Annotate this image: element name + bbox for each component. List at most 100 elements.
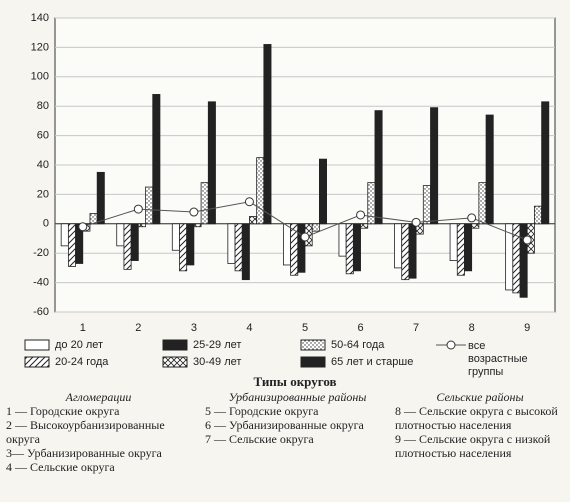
bar	[227, 223, 236, 264]
x-tick-label: 4	[246, 322, 252, 334]
bar	[130, 223, 139, 261]
bar	[338, 223, 347, 257]
legend-label: 30-49 лет	[193, 356, 241, 368]
bar	[519, 223, 528, 298]
bar	[345, 223, 354, 275]
notes-item: 3— Урбанизированные округа	[6, 446, 162, 460]
notes-item: 2 — Высокоурбанизированные округа	[6, 418, 165, 446]
bar	[485, 114, 494, 225]
bar	[67, 223, 76, 267]
notes-item: 6 — Урбанизированные округа	[205, 418, 364, 432]
bar	[534, 205, 543, 225]
bar	[152, 94, 161, 225]
notes-heading: Урбанизированные районы	[228, 390, 367, 404]
bar	[207, 101, 216, 225]
bar	[394, 223, 403, 269]
bar	[145, 186, 154, 225]
y-tick-label: 140	[31, 12, 49, 24]
y-tick-label: 0	[43, 218, 49, 230]
legend-label: все возрастные группы	[468, 340, 528, 378]
y-tick-label: -60	[33, 306, 49, 318]
bar	[408, 223, 417, 279]
x-tick-label: 7	[413, 322, 419, 334]
bar	[241, 223, 250, 281]
point	[356, 210, 366, 220]
legend-swatch	[162, 339, 188, 351]
x-tick-label: 8	[469, 322, 475, 334]
bar	[282, 223, 291, 266]
bar	[96, 171, 105, 225]
legend-swatch	[162, 356, 188, 368]
y-tick-label: 20	[37, 188, 49, 200]
point	[411, 217, 421, 227]
bar	[137, 223, 146, 228]
bar	[352, 223, 361, 272]
bar	[464, 223, 473, 272]
notes-item: 5 — Городские округа	[205, 404, 319, 418]
bar	[311, 223, 320, 232]
point	[244, 197, 254, 207]
x-tick-label: 5	[302, 322, 308, 334]
point	[78, 222, 88, 232]
bar	[193, 223, 202, 228]
bar	[75, 223, 84, 264]
y-tick-label: 100	[31, 71, 49, 83]
bar	[471, 223, 480, 229]
bar	[179, 223, 188, 272]
x-tick-label: 2	[135, 322, 141, 334]
legend-swatch	[300, 356, 326, 368]
notes-title: Типы округов	[253, 374, 337, 389]
bar	[360, 223, 369, 229]
legend-label: 50-64 года	[331, 339, 385, 351]
bar	[171, 223, 180, 251]
legend-swatch	[24, 356, 50, 368]
bar	[318, 158, 327, 225]
y-tick-label: -20	[33, 247, 49, 259]
bar	[401, 223, 410, 281]
bar	[60, 223, 69, 247]
notes-item: 9 — Сельские округа с низкой плотностью …	[395, 432, 551, 460]
point	[189, 207, 199, 217]
legend-label: до 20 лет	[55, 339, 103, 351]
bar	[541, 101, 550, 225]
bar	[234, 223, 243, 272]
bar	[256, 157, 265, 225]
bar	[249, 216, 258, 225]
x-tick-label: 1	[80, 322, 86, 334]
notes-item: 7 — Сельские округа	[205, 432, 314, 446]
notes-item: 8 — Сельские округа с высокой плотностью…	[395, 404, 558, 432]
point	[300, 232, 310, 242]
y-tick-label: 120	[31, 41, 49, 53]
notes-item: 1 — Городские округа	[6, 404, 120, 418]
point	[467, 213, 477, 223]
bar	[456, 223, 465, 276]
chart: -60 -40 -20 0 20 40 60 80 100 120 140 1 2 3 4 5 6 7 8 9 до 2…	[24, 12, 556, 368]
x-tick-label: 9	[524, 322, 530, 334]
notes-column: Урбанизированные районы 5 — Городские окр…	[205, 390, 390, 446]
notes-heading: Сельские районы	[436, 390, 524, 404]
x-tick-label: 6	[357, 322, 363, 334]
y-tick-label: 60	[37, 130, 49, 142]
legend-label: 65 лет и старше	[331, 356, 413, 368]
x-tick-label: 3	[191, 322, 197, 334]
bar	[297, 223, 306, 273]
bar	[200, 182, 209, 225]
point	[133, 204, 143, 214]
bar	[186, 223, 195, 266]
legend-swatch	[24, 339, 50, 351]
legend-label: 20-24 года	[55, 356, 109, 368]
bar	[123, 223, 132, 270]
y-tick-label: 40	[37, 159, 49, 171]
bar	[478, 182, 487, 225]
bar	[374, 110, 383, 225]
bar	[422, 185, 431, 225]
notes-column: Агломерации 1 — Городские округа 2 — Высок…	[6, 390, 191, 474]
legend-label: 25-29 лет	[193, 339, 241, 351]
notes-heading: Агломерации	[65, 390, 132, 404]
notes-column: Сельские районы 8 — Сельские округа с выс…	[395, 390, 565, 460]
bar	[449, 223, 458, 261]
y-tick-label: 80	[37, 100, 49, 112]
bar	[116, 223, 125, 247]
point	[522, 235, 532, 245]
